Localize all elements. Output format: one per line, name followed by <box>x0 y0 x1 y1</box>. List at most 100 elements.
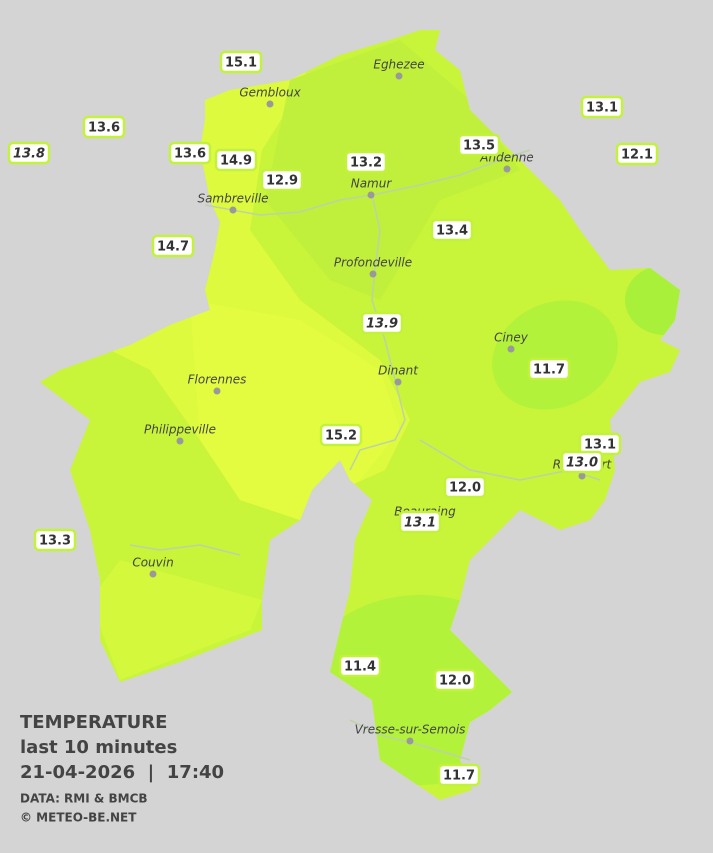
town-dot <box>369 270 377 278</box>
station-value: 12.9 <box>266 174 298 189</box>
town-name: Namur <box>351 177 393 191</box>
station-value: 12.0 <box>439 674 471 689</box>
stations: 15.1 13.6 13.8 13.6 14.9 12.9 13.2 13.5 13.1 12.1… <box>7 50 659 787</box>
station-value: 15.1 <box>225 56 257 71</box>
station: 13.8 <box>7 141 51 165</box>
station-box <box>219 50 263 74</box>
station-box <box>33 528 77 552</box>
station-value: 13.1 <box>586 101 618 116</box>
river <box>349 194 406 471</box>
station-value: 13.4 <box>436 224 468 239</box>
station-box <box>168 141 212 165</box>
station: 13.1 <box>580 95 624 119</box>
station: 13.1 <box>398 510 442 534</box>
station: 13.3 <box>33 528 77 552</box>
zone <box>190 300 400 520</box>
station-value: 15.2 <box>325 429 357 444</box>
legend-credit: © METEO-BE.NET <box>20 811 137 825</box>
station-box <box>443 475 487 499</box>
zone <box>90 560 262 680</box>
station-box <box>430 218 474 242</box>
station: 13.0 <box>560 450 604 474</box>
town-dot <box>578 472 586 480</box>
town-dot <box>176 437 184 445</box>
station-value: 13.5 <box>463 139 495 154</box>
station-box <box>437 763 481 787</box>
station-value: 14.9 <box>220 154 252 169</box>
station-box <box>560 450 604 474</box>
station: 13.5 <box>457 133 501 157</box>
town-name: Ciney <box>494 331 529 345</box>
town-dot <box>229 206 237 214</box>
station: 13.2 <box>344 150 388 174</box>
town-name: Philippeville <box>144 423 216 437</box>
station-value: 11.7 <box>443 769 475 784</box>
station-box <box>260 168 304 192</box>
station-box <box>615 142 659 166</box>
station-value: 11.7 <box>533 363 565 378</box>
town-name: Profondeville <box>334 256 412 270</box>
station-value: 13.1 <box>404 516 436 531</box>
station: 11.4 <box>338 654 382 678</box>
station-box <box>319 423 363 447</box>
station-value: 13.2 <box>350 156 382 171</box>
station: 14.7 <box>151 234 195 258</box>
legend-source: DATA: RMI & BMCB <box>20 792 148 806</box>
station: 12.9 <box>260 168 304 192</box>
station-value: 13.0 <box>566 456 598 471</box>
station: 12.1 <box>615 142 659 166</box>
town-dot <box>149 570 157 578</box>
station-value: 13.8 <box>13 147 45 162</box>
station: 13.9 <box>360 311 404 335</box>
station-value: 13.9 <box>366 317 398 332</box>
station: 12.0 <box>433 668 477 692</box>
station-box <box>151 234 195 258</box>
town-dot <box>507 345 515 353</box>
station-value: 13.6 <box>88 121 120 136</box>
station-box <box>344 150 388 174</box>
zone <box>625 265 680 335</box>
station-box <box>580 95 624 119</box>
station: 14.9 <box>214 148 258 172</box>
town-name: Sambreville <box>197 192 268 206</box>
station: 13.4 <box>430 218 474 242</box>
town-name: Gembloux <box>239 86 301 100</box>
town-dot <box>367 191 375 199</box>
town-name: Dinant <box>378 364 419 378</box>
town-dot <box>395 72 403 80</box>
station-value: 13.6 <box>174 147 206 162</box>
river <box>349 719 471 761</box>
station: 15.2 <box>319 423 363 447</box>
station-box <box>214 148 258 172</box>
town-dot <box>213 387 221 395</box>
station-box <box>360 311 404 335</box>
legend-title: TEMPERATURE <box>20 712 167 733</box>
station-value: 14.7 <box>157 240 189 255</box>
town-dot <box>394 378 402 386</box>
station-box <box>398 510 442 534</box>
zone <box>492 300 618 410</box>
town-dot <box>406 737 414 745</box>
station-value: 13.3 <box>39 534 71 549</box>
station-box <box>433 668 477 692</box>
town-dot <box>266 100 274 108</box>
station-value: 12.1 <box>621 148 653 163</box>
station: 13.6 <box>168 141 212 165</box>
zone <box>265 40 520 300</box>
station-box <box>457 133 501 157</box>
station: 15.1 <box>219 50 263 74</box>
station-box <box>7 141 51 165</box>
station: 11.7 <box>527 357 571 381</box>
town-name: Florennes <box>188 373 247 387</box>
station: 13.6 <box>82 115 126 139</box>
legend-datetime: 21-04-2026 | 17:40 <box>20 762 224 783</box>
station: 11.7 <box>437 763 481 787</box>
town-name: Eghezee <box>373 58 424 72</box>
station-box <box>338 654 382 678</box>
station-box <box>527 357 571 381</box>
station-value: 13.1 <box>584 438 616 453</box>
town-name: Vresse-sur-Semois <box>355 723 466 737</box>
town-name: Couvin <box>132 556 173 570</box>
station-box <box>82 115 126 139</box>
